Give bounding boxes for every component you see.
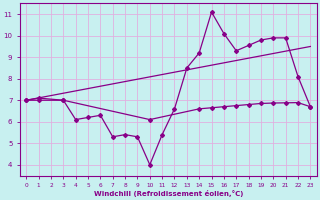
X-axis label: Windchill (Refroidissement éolien,°C): Windchill (Refroidissement éolien,°C)	[94, 190, 243, 197]
